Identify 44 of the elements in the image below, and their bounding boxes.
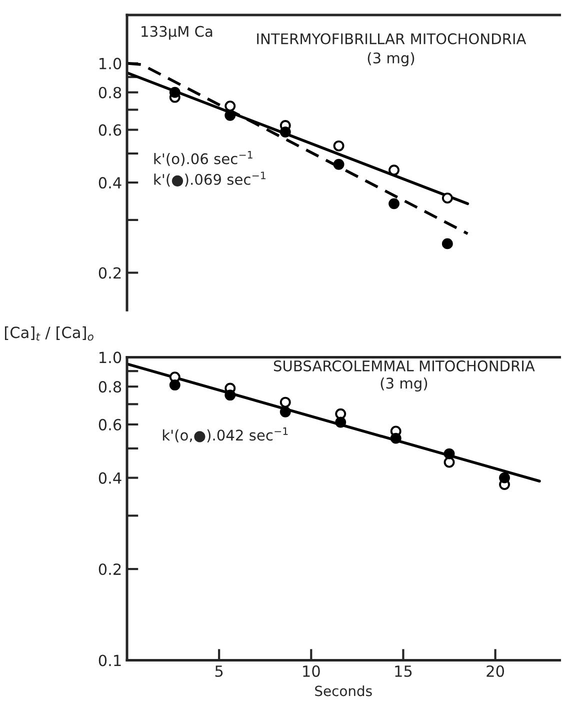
point — [280, 406, 291, 418]
y-tick-label: 0.1 — [98, 654, 121, 666]
y-tick-label: 0.8 — [98, 381, 122, 393]
y-tick-label: 1.0 — [100, 58, 122, 70]
point — [224, 390, 236, 401]
point — [333, 140, 344, 152]
annotation: k'(o).06 sec$^{−1}$ — [154, 151, 252, 166]
point — [280, 396, 291, 408]
point — [335, 408, 346, 420]
y-tick-label: 0.4 — [98, 472, 122, 484]
y-tick-label: 0.2 — [98, 563, 121, 576]
annotation: k'(o,●).042 sec$^{−1}$ — [162, 427, 288, 442]
point — [388, 198, 400, 210]
annotation: k'(●).069 sec$^{−1}$ — [154, 172, 266, 187]
y-tick-label: 0.2 — [98, 267, 121, 279]
point — [388, 164, 400, 176]
point — [169, 86, 180, 98]
point — [224, 100, 236, 112]
y-axis-title: [Ca]$_{t}$ / [Ca]$_{o}$ — [4, 326, 94, 341]
annotation: 133μM Ca — [142, 26, 212, 40]
x-tick-label: 15 — [395, 666, 412, 677]
point — [444, 448, 455, 460]
point — [390, 432, 402, 444]
point — [444, 456, 455, 468]
annotation: INTERMYOFIBRILLAR MITOCHONDRIA — [257, 33, 526, 44]
annotation: (3 mg) — [380, 377, 428, 392]
y-tick-label: 0.8 — [98, 86, 122, 98]
annotation: SUBSARCOLEMMAL MITOCHONDRIA — [274, 360, 535, 372]
point — [499, 472, 510, 484]
y-tick-label: 0.6 — [98, 418, 122, 430]
x-tick-label: 20 — [486, 665, 504, 677]
x-axis-title: Seconds — [315, 685, 372, 696]
annotation: (3 mg) — [368, 52, 414, 66]
y-tick-label: 0.6 — [98, 124, 122, 136]
point — [442, 238, 453, 250]
point — [169, 379, 180, 390]
point — [335, 416, 346, 428]
point — [333, 158, 344, 170]
point — [442, 192, 453, 204]
y-tick-label: 1.0 — [100, 352, 122, 364]
y-tick-label: 0.4 — [98, 177, 122, 189]
x-tick-label: 10 — [303, 665, 320, 677]
x-tick-label: 5 — [215, 666, 223, 677]
point — [280, 126, 291, 138]
